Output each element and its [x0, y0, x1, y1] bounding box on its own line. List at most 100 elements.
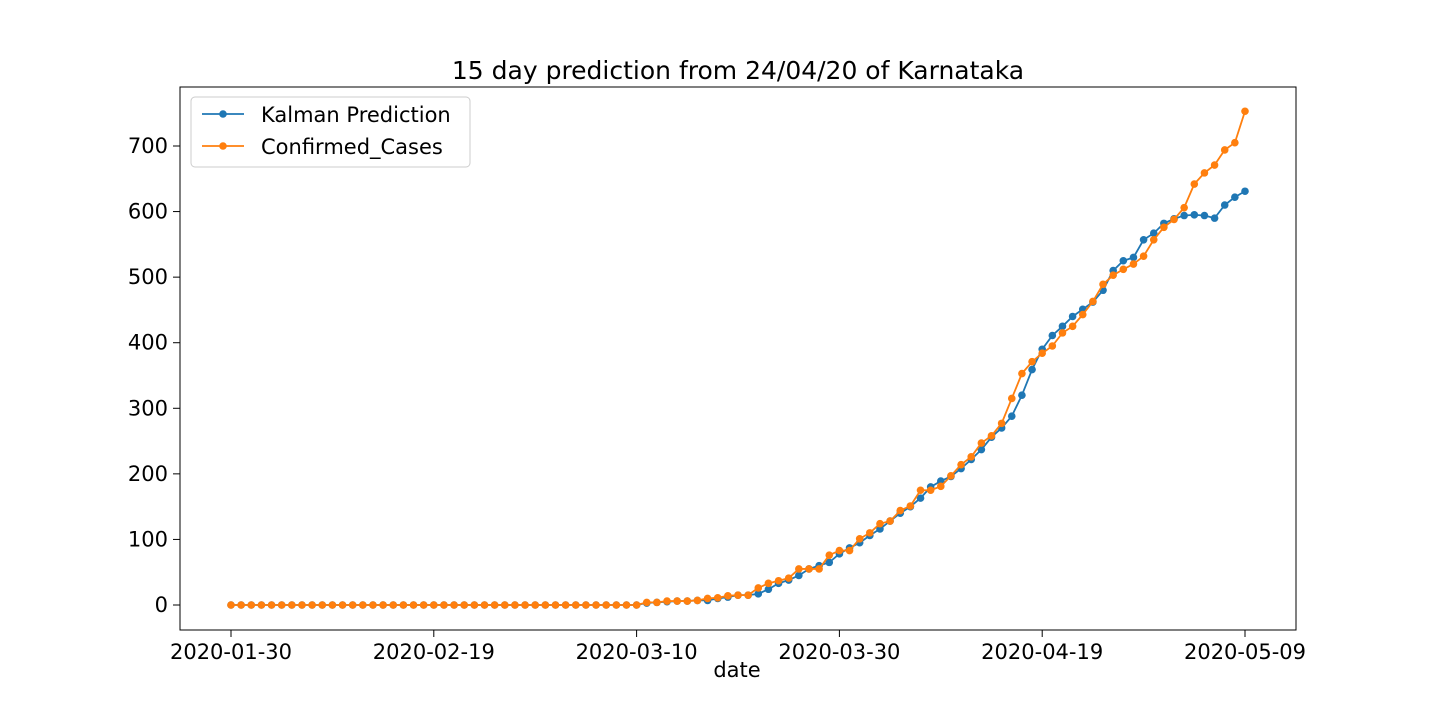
data-point	[348, 601, 357, 609]
data-point	[1190, 180, 1199, 188]
data-point	[825, 558, 834, 567]
data-point	[937, 477, 945, 485]
data-point	[764, 579, 773, 588]
legend-marker	[219, 142, 227, 150]
data-point	[298, 601, 306, 609]
data-point	[1058, 322, 1067, 331]
data-point	[541, 601, 550, 609]
data-point	[1018, 391, 1026, 399]
y-tick-label: 300	[128, 396, 168, 420]
data-point	[795, 571, 803, 580]
data-point	[1048, 331, 1057, 340]
x-axis-label: date	[713, 658, 760, 682]
legend-marker	[219, 110, 227, 118]
data-point	[369, 601, 377, 609]
data-point	[795, 565, 803, 573]
legend-box	[190, 96, 471, 168]
data-point	[521, 601, 529, 609]
x-tick-label: 2020-02-19	[373, 640, 495, 664]
data-point	[926, 486, 935, 495]
data-point	[1058, 329, 1067, 337]
data-point	[947, 472, 955, 480]
x-tick-label: 2020-03-30	[778, 640, 900, 664]
data-point	[764, 585, 773, 594]
data-point	[1210, 214, 1219, 222]
data-point	[308, 601, 316, 609]
plot-frame	[179, 86, 1297, 631]
data-point	[1099, 280, 1107, 289]
data-point	[561, 601, 570, 609]
data-point	[1109, 271, 1117, 279]
data-point	[490, 601, 499, 609]
data-point	[1149, 235, 1158, 244]
data-point	[1129, 253, 1138, 262]
data-point	[1210, 161, 1219, 169]
data-point	[1089, 297, 1097, 306]
data-point	[1200, 169, 1209, 177]
data-point	[1231, 138, 1239, 147]
data-point	[1129, 260, 1138, 268]
data-point	[622, 601, 631, 609]
y-tick-label: 500	[128, 265, 168, 289]
data-point	[1038, 349, 1046, 358]
data-point	[693, 596, 702, 605]
data-point	[399, 601, 408, 609]
data-point	[835, 546, 844, 555]
data-point	[359, 601, 367, 609]
data-point	[1007, 412, 1016, 420]
data-point	[1180, 203, 1188, 212]
data-point	[460, 601, 469, 609]
data-point	[713, 593, 722, 602]
data-point	[997, 419, 1006, 428]
x-tick-label: 2020-04-19	[981, 640, 1103, 664]
data-point	[480, 601, 489, 609]
data-point	[257, 601, 266, 609]
data-point	[440, 601, 448, 609]
data-point	[237, 601, 245, 609]
legend-label: Confirmed_Cases	[261, 135, 443, 160]
data-point	[571, 601, 580, 609]
data-point	[592, 601, 600, 609]
data-point	[703, 594, 712, 603]
data-point	[916, 494, 925, 502]
data-point	[876, 525, 884, 533]
y-tick-label: 0	[155, 593, 168, 617]
data-point	[1241, 187, 1249, 196]
data-point	[845, 546, 854, 555]
data-point	[338, 601, 347, 609]
data-point	[379, 601, 387, 609]
data-point	[724, 592, 732, 600]
data-point	[531, 601, 539, 609]
data-point	[754, 584, 763, 592]
data-point	[957, 460, 965, 469]
data-point	[1119, 265, 1128, 274]
data-point	[663, 597, 671, 605]
data-point	[1160, 223, 1168, 232]
data-point	[734, 591, 742, 599]
data-point	[1149, 229, 1158, 238]
data-point	[277, 601, 286, 609]
data-point	[1220, 146, 1229, 154]
data-point	[754, 590, 763, 598]
y-tick-label: 200	[128, 462, 168, 486]
data-point	[602, 601, 610, 609]
data-point	[673, 597, 681, 605]
data-point	[318, 601, 327, 609]
axes-layer: 0 100 200 300 400 500 600 700 2020-01-30 2020-02-…	[128, 86, 1306, 664]
y-tick-label: 400	[128, 331, 168, 355]
data-point	[1220, 201, 1229, 209]
x-tick-label: 2020-05-09	[1184, 640, 1306, 664]
data-point	[642, 598, 651, 607]
data-point	[683, 597, 692, 605]
data-point	[1139, 252, 1148, 260]
data-point	[1190, 211, 1199, 219]
data-point	[886, 517, 894, 525]
data-point	[419, 601, 428, 609]
data-point	[500, 601, 509, 609]
data-point	[825, 551, 834, 559]
data-point	[987, 432, 996, 440]
data-point	[906, 502, 915, 510]
data-point	[815, 565, 823, 573]
y-tick-label: 600	[128, 200, 168, 224]
